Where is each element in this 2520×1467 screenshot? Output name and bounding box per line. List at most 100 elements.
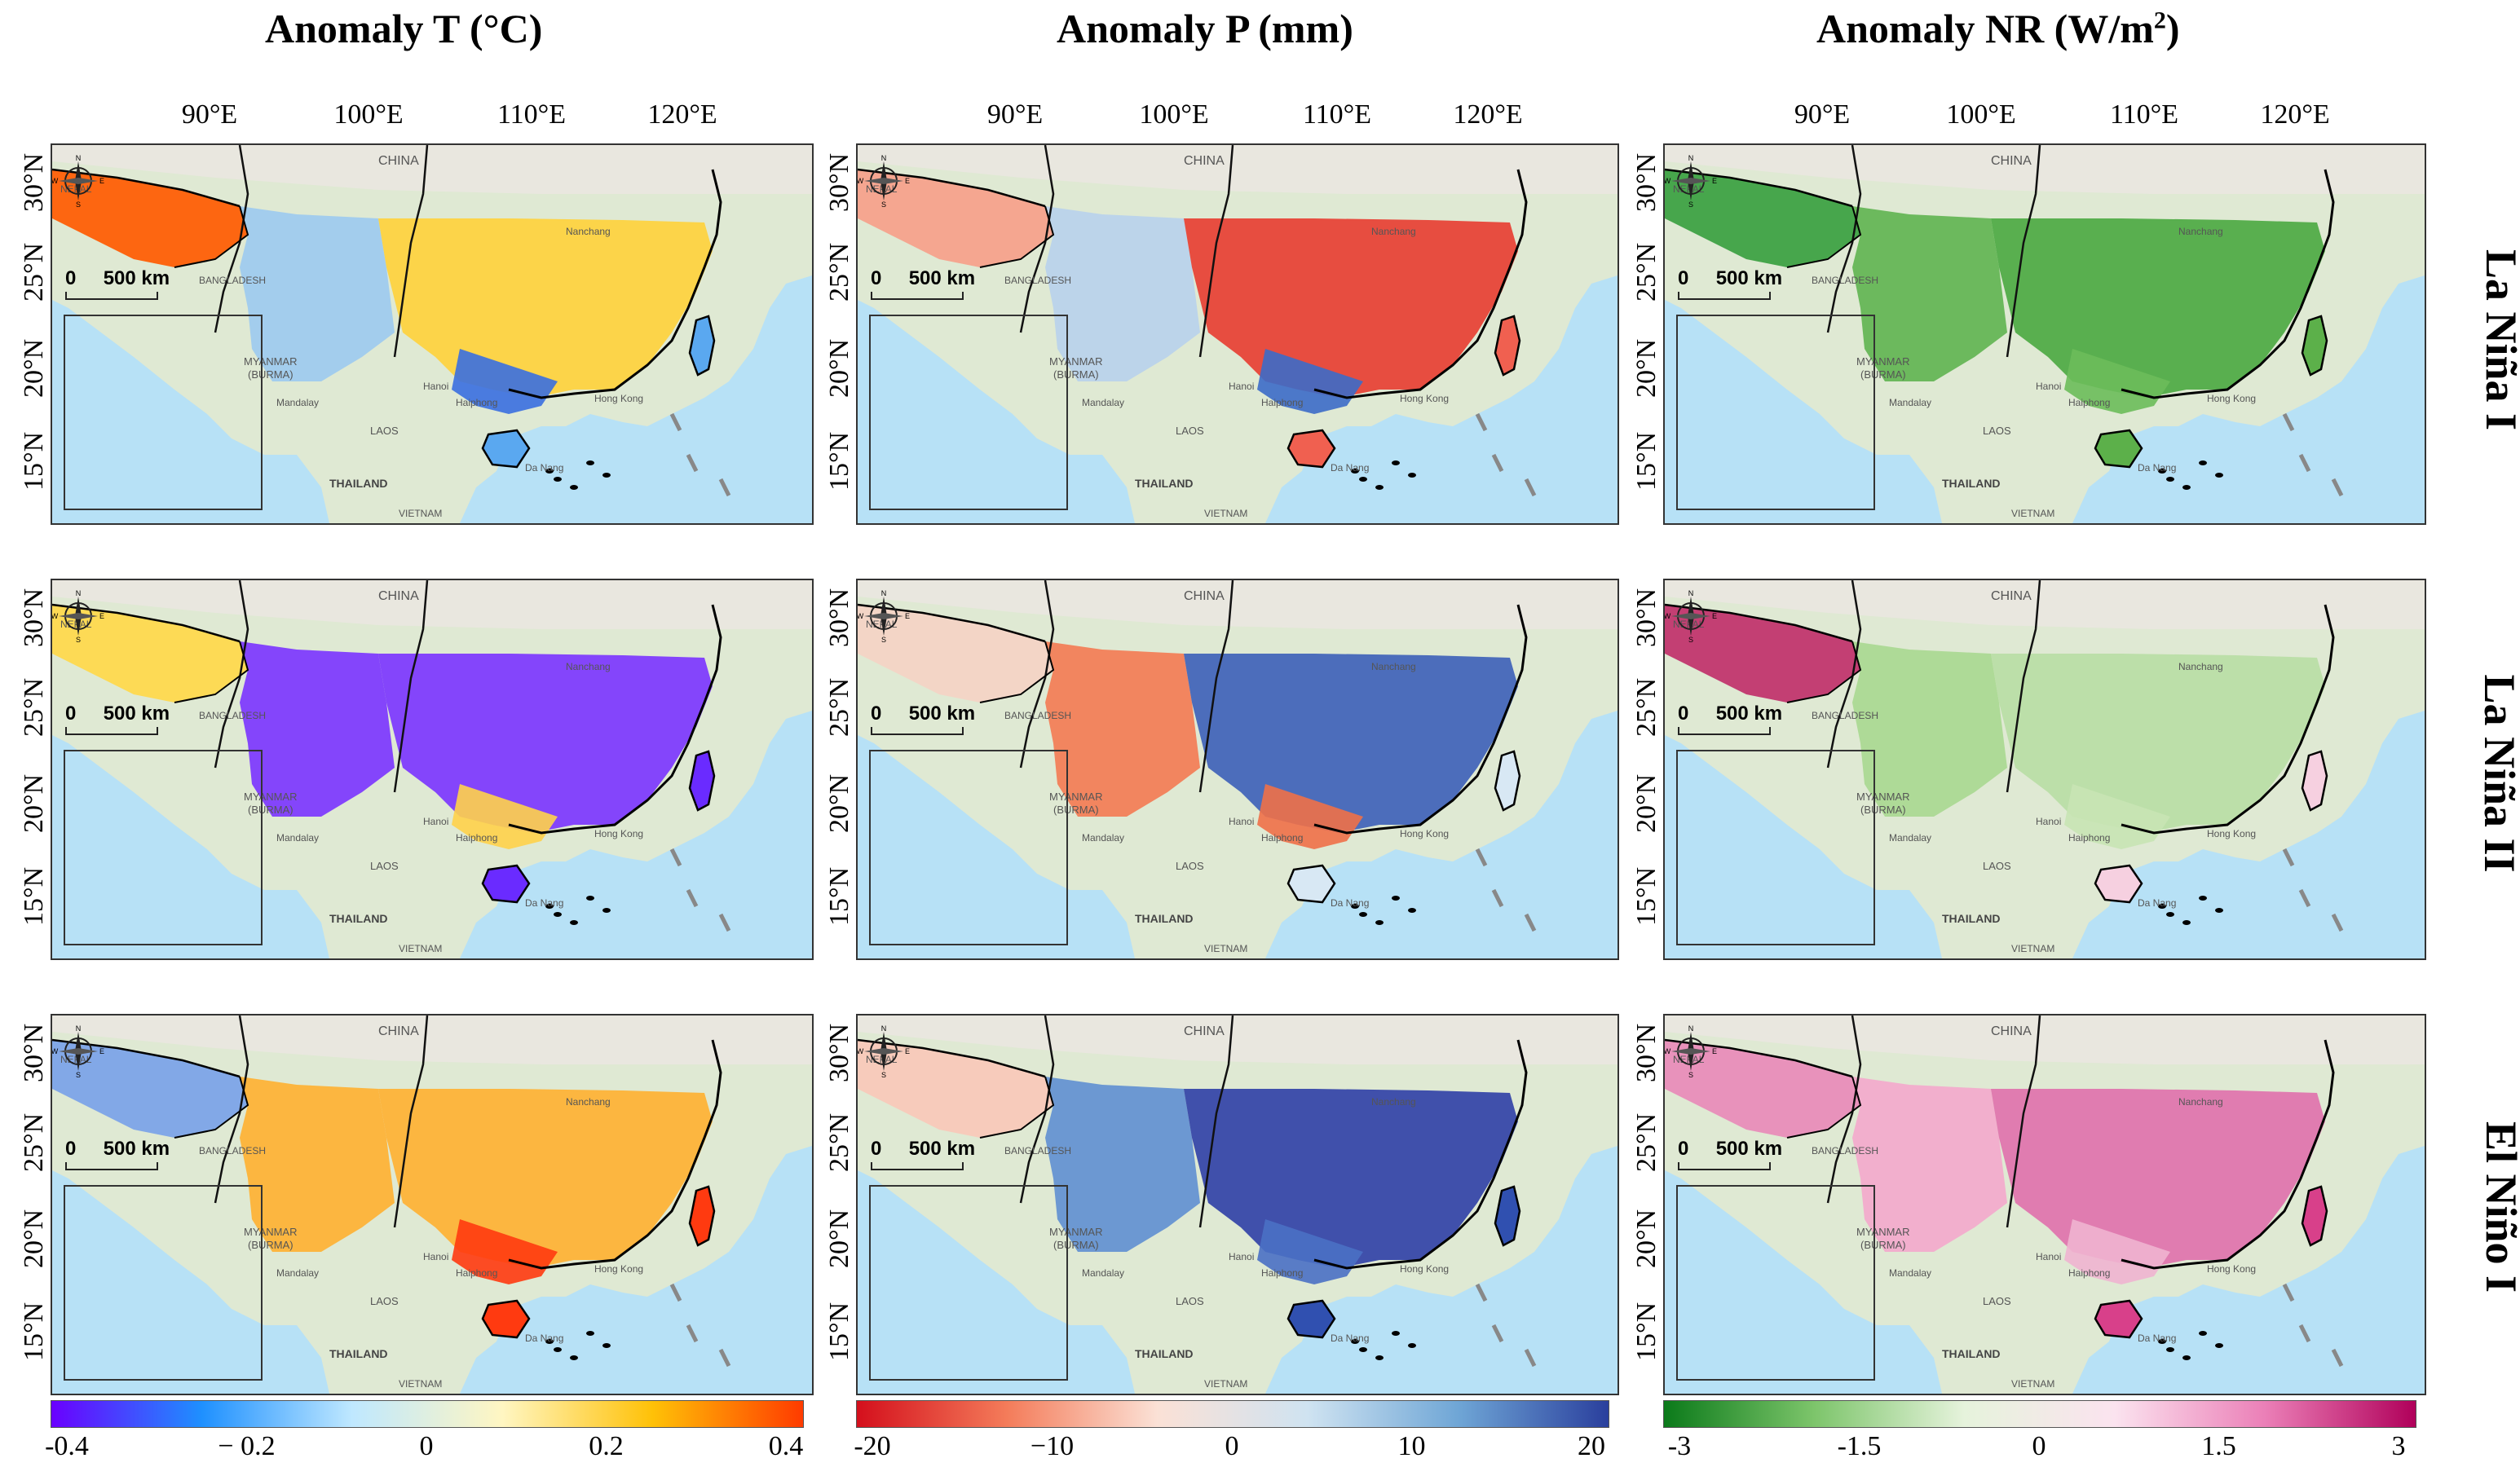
region-boundary — [979, 641, 1055, 703]
label-nanchang: Nanchang — [2178, 661, 2223, 672]
label-myanmar: MYANMAR — [244, 1226, 297, 1238]
anomaly-region-west — [52, 1040, 248, 1138]
colorbar-tick-label: 0 — [2032, 1431, 2046, 1461]
coastline — [508, 1039, 722, 1270]
latitude-label: 25°N — [19, 1112, 49, 1172]
label-nanchang: Nanchang — [1371, 661, 1416, 672]
island-marker — [1351, 1339, 1359, 1344]
label-hong-kong: Hong Kong — [594, 1263, 643, 1275]
latitude-label: 15°N — [1631, 431, 1662, 491]
compass-s: S — [881, 636, 886, 642]
taiwan-island — [2301, 315, 2328, 377]
label-hanoi: Hanoi — [2036, 816, 2061, 827]
label-mandalay: Mandalay — [1889, 397, 1931, 408]
coastline — [508, 604, 722, 835]
compass-e: E — [99, 177, 104, 185]
southern-boundary — [52, 1038, 241, 1078]
island-marker — [2215, 473, 2223, 478]
label-mandalay: Mandalay — [1889, 1267, 1931, 1279]
dash-line — [2331, 478, 2344, 497]
compass-s: S — [76, 200, 81, 207]
label-nanchang: Nanchang — [566, 226, 611, 237]
latitude-label: 25°N — [1631, 242, 1662, 302]
inset-frame — [869, 1185, 1068, 1381]
compass-w: W — [858, 612, 864, 620]
label-haiphong: Haiphong — [1261, 1267, 1303, 1279]
island-marker — [1359, 477, 1367, 482]
label-da-nang: Da Nang — [525, 462, 563, 474]
compass-n: N — [76, 155, 82, 162]
inset-frame — [1676, 315, 1875, 510]
southern-boundary — [858, 168, 1046, 208]
scale-bar: 0 500 km — [65, 267, 170, 300]
map-panel: CHINA MYANMAR (BURMA) LAOS THAILAND VIETNAM BA… — [1663, 143, 2426, 525]
island-marker — [602, 908, 611, 913]
compass-e: E — [99, 612, 104, 620]
scale-line — [65, 292, 158, 300]
hainan-island — [481, 429, 531, 469]
hainan-island — [1286, 1299, 1336, 1339]
compass-rose-icon: N S E W — [52, 1025, 104, 1077]
label-hong-kong: Hong Kong — [1400, 828, 1449, 839]
island-marker — [545, 469, 554, 474]
hainan-island — [1286, 429, 1336, 469]
longitude-label: 120°E — [647, 99, 717, 130]
label-china: CHINA — [1184, 589, 1225, 603]
island-marker — [570, 485, 578, 490]
inset-frame — [64, 1185, 263, 1381]
colorbar-tick-label: -3 — [1667, 1431, 1692, 1461]
dash-line — [2298, 888, 2311, 908]
province-border — [393, 580, 429, 793]
inset-frame — [869, 315, 1068, 510]
label-hanoi: Hanoi — [423, 1251, 448, 1262]
dash-line — [2282, 412, 2295, 432]
province-border — [2006, 1015, 2041, 1228]
island-marker — [2199, 1331, 2207, 1336]
island-marker — [1351, 904, 1359, 909]
label-da-nang: Da Nang — [1331, 897, 1369, 909]
label-bangladesh: BANGLADESH — [199, 710, 266, 721]
hainan-island — [481, 1299, 531, 1339]
longitude-label: 110°E — [496, 99, 567, 130]
label-mandalay: Mandalay — [1082, 1267, 1124, 1279]
latitude-label: 20°N — [1631, 338, 1662, 398]
label-myanmar: MYANMAR — [1049, 1226, 1102, 1238]
colorbar-tick-label: 0 — [419, 1431, 434, 1461]
island-marker — [554, 1347, 562, 1352]
title-text: Anomaly T (°C) — [265, 6, 543, 51]
southern-boundary — [1665, 603, 1853, 643]
dash-line — [669, 412, 682, 432]
latitude-label: 20°N — [824, 338, 854, 398]
anomaly-region-west — [858, 170, 1053, 267]
dash-line — [1491, 1324, 1504, 1343]
label-vietnam: VIETNAM — [399, 1378, 442, 1390]
label-myanmar-sub: (BURMA) — [248, 368, 293, 381]
island-marker — [2182, 920, 2191, 925]
latitude-label: 30°N — [19, 1023, 49, 1082]
label-nanchang: Nanchang — [566, 1096, 611, 1108]
province-border — [1019, 1015, 1055, 1204]
inset-frame — [64, 315, 263, 510]
compass-w: W — [1665, 612, 1671, 620]
label-china: CHINA — [1991, 154, 2032, 168]
scale-zero: 0 — [65, 267, 77, 289]
compass-rose-icon: N S E W — [1665, 155, 1717, 207]
hainan-island — [1286, 864, 1336, 904]
latitude-label: 30°N — [1631, 588, 1662, 647]
label-laos: LAOS — [370, 1295, 399, 1307]
island-marker — [1375, 920, 1384, 925]
compass-n: N — [76, 590, 82, 597]
scale-line — [1678, 727, 1771, 735]
island-marker — [570, 1355, 578, 1360]
region-boundary — [1786, 205, 1862, 268]
colorbar-tick-label: 20 — [1578, 1431, 1605, 1461]
compass-w: W — [858, 1047, 864, 1055]
label-mandalay: Mandalay — [1082, 832, 1124, 844]
compass-w: W — [52, 1047, 59, 1055]
scale-zero: 0 — [871, 703, 882, 725]
label-nanchang: Nanchang — [1371, 226, 1416, 237]
latitude-label: 20°N — [824, 773, 854, 833]
scale-bar: 0 500 km — [871, 703, 975, 735]
southern-boundary — [52, 168, 241, 208]
island-marker — [2158, 469, 2166, 474]
